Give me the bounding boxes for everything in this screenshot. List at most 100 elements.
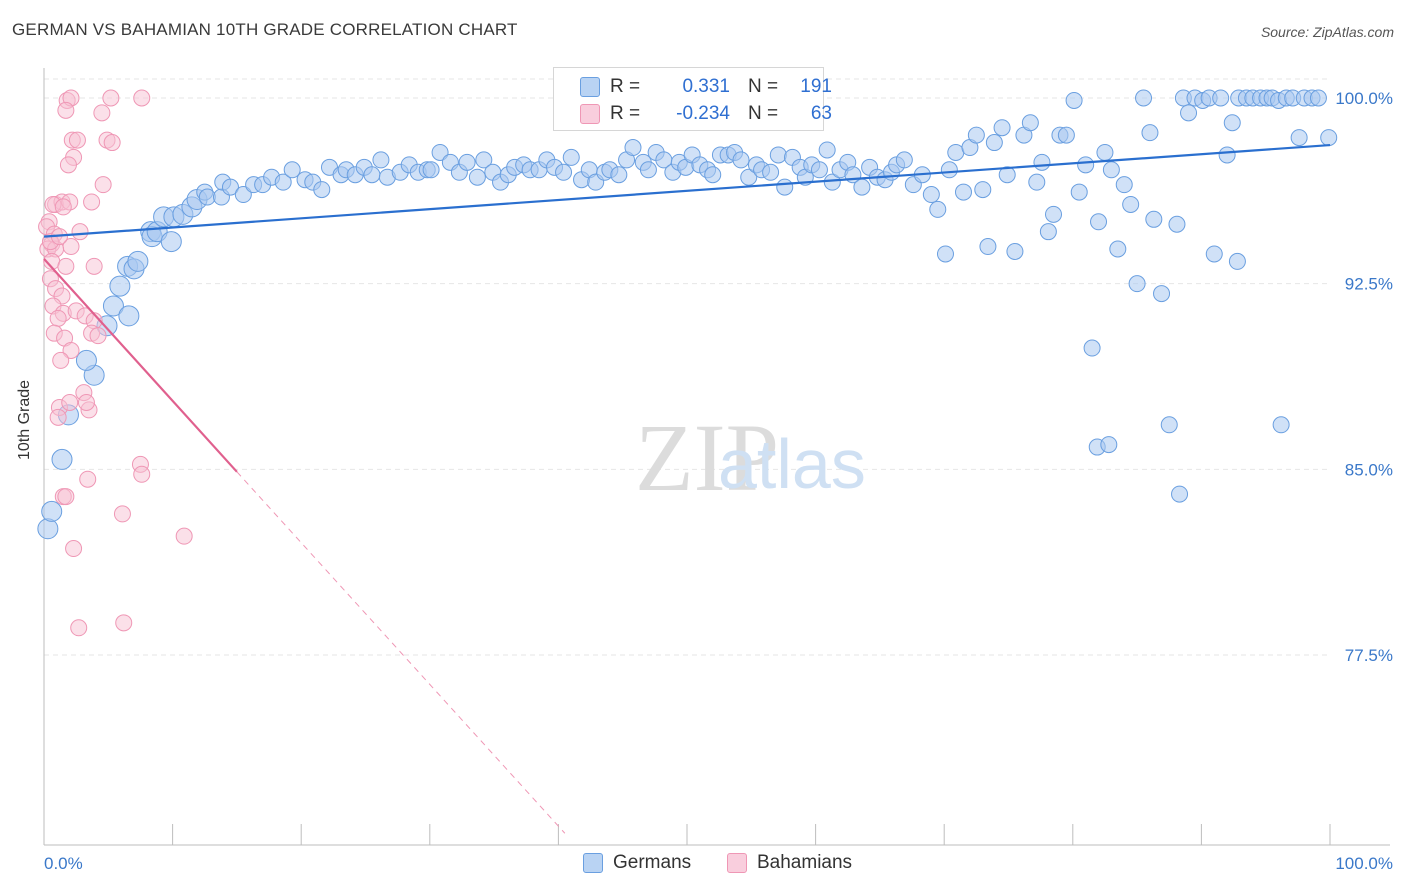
german-point — [1135, 89, 1153, 107]
legend-swatch-bahamians — [580, 104, 600, 124]
bahamian-point — [70, 619, 88, 637]
german-point — [234, 186, 252, 204]
german-point — [823, 173, 841, 191]
german-point — [422, 161, 440, 179]
german-point — [1090, 213, 1108, 231]
tick-labels: 77.5% 85.0% 92.5% 100.0% 0.0% 100.0% — [44, 89, 1393, 873]
axes — [43, 68, 1390, 846]
bahamian-point — [133, 465, 151, 483]
bahamian-point — [113, 505, 131, 523]
german-point — [1218, 146, 1236, 164]
y-tick-label: 100.0% — [1335, 89, 1393, 108]
bottom-legend-germans: Germans — [583, 852, 691, 874]
german-point — [1153, 285, 1171, 303]
bahamian-point — [57, 488, 75, 506]
german-point — [776, 178, 794, 196]
bahamian-point — [103, 134, 121, 152]
german-point — [1320, 129, 1338, 147]
german-point — [51, 448, 73, 470]
german-point — [1021, 114, 1039, 132]
german-point — [1168, 215, 1186, 233]
german-point — [1212, 89, 1230, 107]
german-point — [1065, 91, 1083, 109]
bahamian-point — [57, 101, 75, 119]
german-point — [160, 231, 182, 253]
german-point — [639, 161, 657, 179]
stats-legend: R = 0.331 N = 191 R = -0.234 N = 63 — [553, 67, 832, 131]
german-point — [1096, 143, 1114, 161]
bahamian-point — [83, 193, 101, 211]
german-point — [1039, 223, 1057, 241]
german-point — [1122, 195, 1140, 213]
german-point — [1109, 240, 1127, 258]
german-point — [1141, 124, 1159, 142]
bahamian-point — [175, 527, 193, 545]
german-point — [1100, 436, 1118, 454]
german-point — [1045, 205, 1063, 223]
bahamian-point — [61, 393, 79, 411]
german-point — [555, 163, 573, 181]
german-point — [475, 151, 493, 169]
watermark: ZIP atlas — [635, 404, 866, 511]
y-tick-label: 85.0% — [1345, 460, 1393, 479]
german-point — [1180, 104, 1198, 122]
bahamian-point — [133, 89, 151, 107]
german-point — [1290, 129, 1308, 147]
german-point — [75, 349, 97, 371]
german-point — [967, 126, 985, 144]
bahamian-point — [68, 131, 86, 149]
german-point — [372, 151, 390, 169]
bahamian-point — [79, 470, 97, 488]
german-point — [979, 238, 997, 256]
legend-swatch-germans — [580, 77, 600, 97]
bahamian-point — [65, 540, 83, 558]
german-point — [853, 178, 871, 196]
trend-lines — [43, 143, 1331, 834]
german-point — [1115, 176, 1133, 194]
german-point — [810, 161, 828, 179]
german-point — [1205, 245, 1223, 263]
y-tick-label: 92.5% — [1345, 275, 1393, 294]
german-point — [1272, 416, 1290, 434]
german-point — [740, 168, 758, 186]
german-point — [940, 161, 958, 179]
german-point — [762, 163, 780, 181]
german-point — [274, 173, 292, 191]
german-point — [1077, 156, 1095, 174]
german-point — [818, 141, 836, 159]
german-point — [998, 166, 1016, 184]
legend-row-bahamians: R = -0.234 N = 63 — [554, 100, 832, 128]
y-axis-label: 10th Grade — [16, 379, 33, 460]
bottom-legend-bahamians: Bahamians — [727, 852, 852, 874]
bahamian-trend-extension — [236, 471, 566, 834]
legend-r-label: R = — [610, 103, 641, 124]
bottom-swatch-germans — [583, 853, 603, 873]
bottom-swatch-bahamians — [727, 853, 747, 873]
german-point — [947, 143, 965, 161]
german-point — [1223, 114, 1241, 132]
german-point — [458, 153, 476, 171]
german-point — [732, 151, 750, 169]
german-point — [198, 188, 216, 206]
legend-n-label: N = — [748, 76, 779, 97]
x-tick-label: 100.0% — [1335, 854, 1393, 873]
legend-r-value: -0.234 — [676, 103, 730, 124]
german-point — [1057, 126, 1075, 144]
german-trend-line — [43, 143, 1331, 238]
german-point — [704, 166, 722, 184]
bahamian-point — [102, 89, 120, 107]
german-point — [313, 181, 331, 199]
bahamian-point — [52, 351, 70, 369]
bahamian-point — [62, 342, 80, 360]
german-point — [431, 143, 449, 161]
legend-r-value: 0.331 — [682, 76, 730, 97]
x-tick-label: 0.0% — [44, 854, 83, 873]
german-point — [1160, 416, 1178, 434]
german-point — [363, 166, 381, 184]
legend-n-value: 63 — [810, 103, 832, 124]
german-point — [127, 250, 149, 272]
german-point — [1028, 173, 1046, 191]
source-label: Source: ZipAtlas.com — [1260, 24, 1394, 40]
bahamian-point — [115, 614, 133, 632]
